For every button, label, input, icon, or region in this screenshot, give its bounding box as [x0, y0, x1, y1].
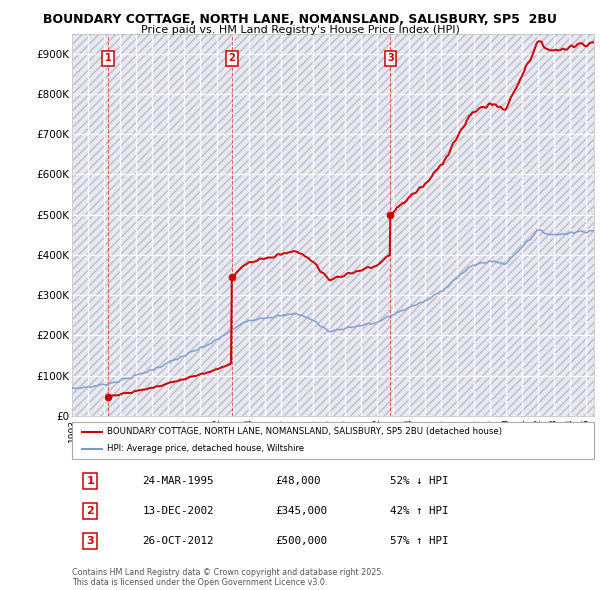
Text: 2: 2	[86, 506, 94, 516]
Text: 1: 1	[86, 476, 94, 486]
Text: 2: 2	[229, 54, 235, 64]
Text: 52% ↓ HPI: 52% ↓ HPI	[391, 476, 449, 486]
Text: 26-OCT-2012: 26-OCT-2012	[142, 536, 214, 546]
Text: BOUNDARY COTTAGE, NORTH LANE, NOMANSLAND, SALISBURY, SP5  2BU: BOUNDARY COTTAGE, NORTH LANE, NOMANSLAND…	[43, 13, 557, 26]
Text: 3: 3	[387, 54, 394, 64]
Text: HPI: Average price, detached house, Wiltshire: HPI: Average price, detached house, Wilt…	[107, 444, 305, 454]
Text: BOUNDARY COTTAGE, NORTH LANE, NOMANSLAND, SALISBURY, SP5 2BU (detached house): BOUNDARY COTTAGE, NORTH LANE, NOMANSLAND…	[107, 427, 502, 437]
Text: £500,000: £500,000	[275, 536, 328, 546]
Text: £345,000: £345,000	[275, 506, 328, 516]
Text: 42% ↑ HPI: 42% ↑ HPI	[391, 506, 449, 516]
Text: Price paid vs. HM Land Registry's House Price Index (HPI): Price paid vs. HM Land Registry's House …	[140, 25, 460, 35]
Text: 1: 1	[104, 54, 111, 64]
Text: £48,000: £48,000	[275, 476, 321, 486]
Text: 13-DEC-2002: 13-DEC-2002	[142, 506, 214, 516]
Text: Contains HM Land Registry data © Crown copyright and database right 2025.
This d: Contains HM Land Registry data © Crown c…	[72, 568, 384, 587]
Text: 24-MAR-1995: 24-MAR-1995	[142, 476, 214, 486]
Text: 3: 3	[86, 536, 94, 546]
Text: 57% ↑ HPI: 57% ↑ HPI	[391, 536, 449, 546]
